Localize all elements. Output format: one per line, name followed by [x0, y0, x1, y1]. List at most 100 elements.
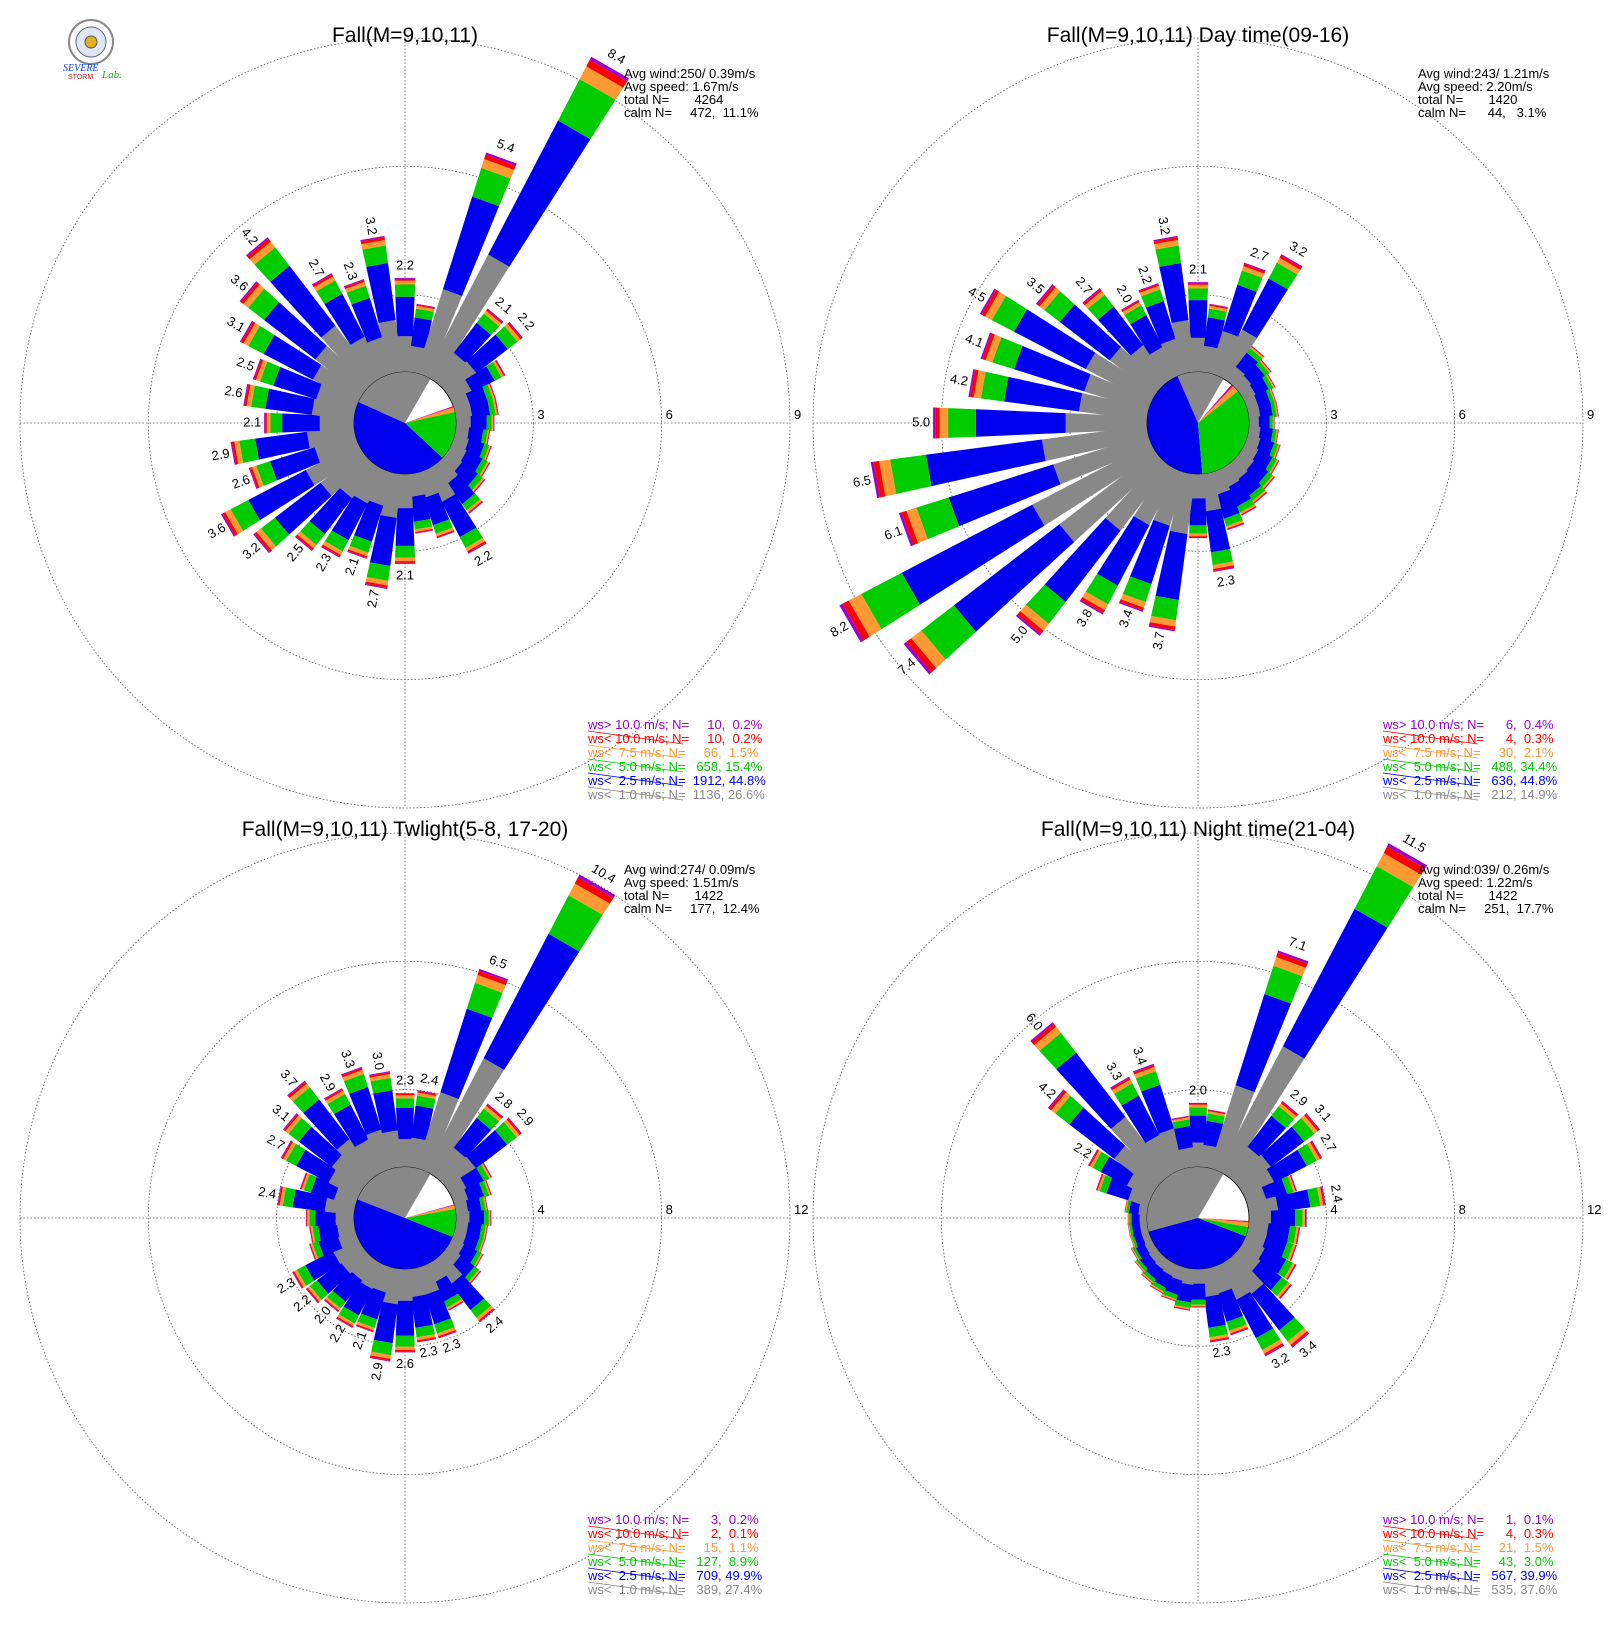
bar-segment [579, 66, 624, 100]
bar-segment [1037, 285, 1056, 307]
bar-segment [369, 1072, 391, 1078]
bar-segment [1376, 853, 1422, 888]
bar-segment [321, 544, 341, 557]
bar-segment [1213, 567, 1235, 572]
bar-segment [506, 1118, 522, 1136]
bar-segment [1124, 1198, 1128, 1213]
bar-segment [1121, 299, 1139, 311]
bar-segment [474, 479, 486, 493]
bar-segment [254, 247, 290, 282]
bar-segment [349, 535, 372, 553]
bar-segment [1275, 1189, 1311, 1212]
bar-segment [382, 1267, 403, 1305]
bar-segment [842, 600, 870, 641]
bar-segment [1243, 262, 1266, 272]
legend-entry: ws< 5.0 m/s; N= 488, 34.4% [1382, 759, 1558, 774]
bar-segment [1291, 1332, 1310, 1348]
ring-label: 4 [537, 1202, 544, 1217]
bar-segment [1354, 866, 1414, 928]
bar-label: 10.4 [589, 861, 618, 887]
bar-label: 2.8 [492, 1089, 515, 1112]
bar-segment [1189, 498, 1207, 526]
bar-segment [307, 1209, 310, 1227]
bar-segment [1085, 352, 1158, 404]
bar-segment [318, 1222, 340, 1241]
bar-segment [453, 461, 479, 487]
bar-segment [1208, 1109, 1226, 1114]
bar-segment [343, 1073, 368, 1094]
bar-segment [1141, 1084, 1175, 1134]
bar-segment [474, 1237, 484, 1253]
bar-segment [1295, 1227, 1300, 1245]
bar-segment [305, 1250, 341, 1281]
bar-segment [310, 1226, 316, 1243]
bar-segment [482, 384, 494, 402]
bar-segment [255, 359, 268, 382]
bar-segment [1243, 1229, 1267, 1249]
bar-label: 5.0 [912, 414, 930, 429]
bar-segment [318, 1234, 343, 1257]
bar-segment [445, 1177, 468, 1199]
bar-segment [494, 398, 499, 415]
ring-label: 9 [794, 407, 801, 422]
bar-segment [1148, 625, 1175, 632]
bar-segment [320, 450, 371, 496]
bar-segment [346, 285, 370, 305]
bar-segment [370, 1077, 393, 1094]
bar-segment [478, 1238, 485, 1254]
bar-segment [1127, 1223, 1131, 1238]
bar-segment [486, 415, 492, 431]
bar-segment [365, 581, 388, 588]
bar-segment [1188, 533, 1208, 537]
legend-strike [587, 758, 684, 773]
legend-strike [587, 1539, 684, 1554]
bar-segment [1039, 1032, 1077, 1070]
bar-segment [366, 1129, 394, 1173]
legend-entry: ws< 7.5 m/s; N= 15, 1.1% [587, 1540, 759, 1555]
legend-strike [1382, 786, 1479, 801]
bar-segment [494, 1121, 517, 1145]
ring-label: 6 [666, 407, 673, 422]
bar-segment [1129, 1210, 1132, 1226]
bar-segment [367, 337, 394, 378]
bar-segment [1130, 314, 1163, 355]
bar-segment [247, 238, 271, 260]
bar-segment [466, 1130, 508, 1169]
bar-segment [445, 379, 473, 404]
bar-segment [485, 1195, 489, 1212]
bar-label: 2.1 [396, 567, 414, 582]
bar-segment [416, 1092, 437, 1099]
bar-segment [479, 1238, 486, 1254]
bar-segment [1232, 1154, 1272, 1191]
bar-segment [1258, 415, 1270, 431]
bar-segment [1251, 449, 1273, 471]
bar-segment [450, 1274, 485, 1311]
ring-label: 6 [1459, 407, 1466, 422]
bar-segment [360, 1287, 386, 1320]
bar-segment [1265, 374, 1275, 389]
bar-segment [269, 447, 321, 481]
bar-segment [1261, 1235, 1288, 1258]
bar-segment [487, 430, 491, 446]
bar-segment [1044, 291, 1075, 323]
bar-segment [466, 499, 482, 513]
bar-segment [415, 528, 433, 534]
legend-strike [1382, 1567, 1479, 1582]
bar-segment [1240, 504, 1256, 515]
bar-segment [1251, 1283, 1295, 1331]
bar-segment [483, 933, 580, 1070]
pie-slice [1198, 1218, 1249, 1228]
bar-segment [1217, 463, 1240, 488]
bar-segment [1309, 1140, 1322, 1160]
bar-segment [1004, 376, 1083, 412]
bar-segment [342, 1069, 364, 1082]
bar-segment [1235, 993, 1292, 1093]
bar-label: 2.0 [1114, 282, 1136, 305]
bar-segment [395, 1093, 415, 1096]
bar-segment [300, 1172, 308, 1190]
bar-segment [1297, 1143, 1317, 1166]
bar-segment [489, 383, 496, 400]
bar-segment [448, 1301, 464, 1311]
legend-entry: ws< 10.0 m/s; N= 2, 0.1% [587, 1526, 759, 1541]
bar-segment [476, 1108, 500, 1130]
